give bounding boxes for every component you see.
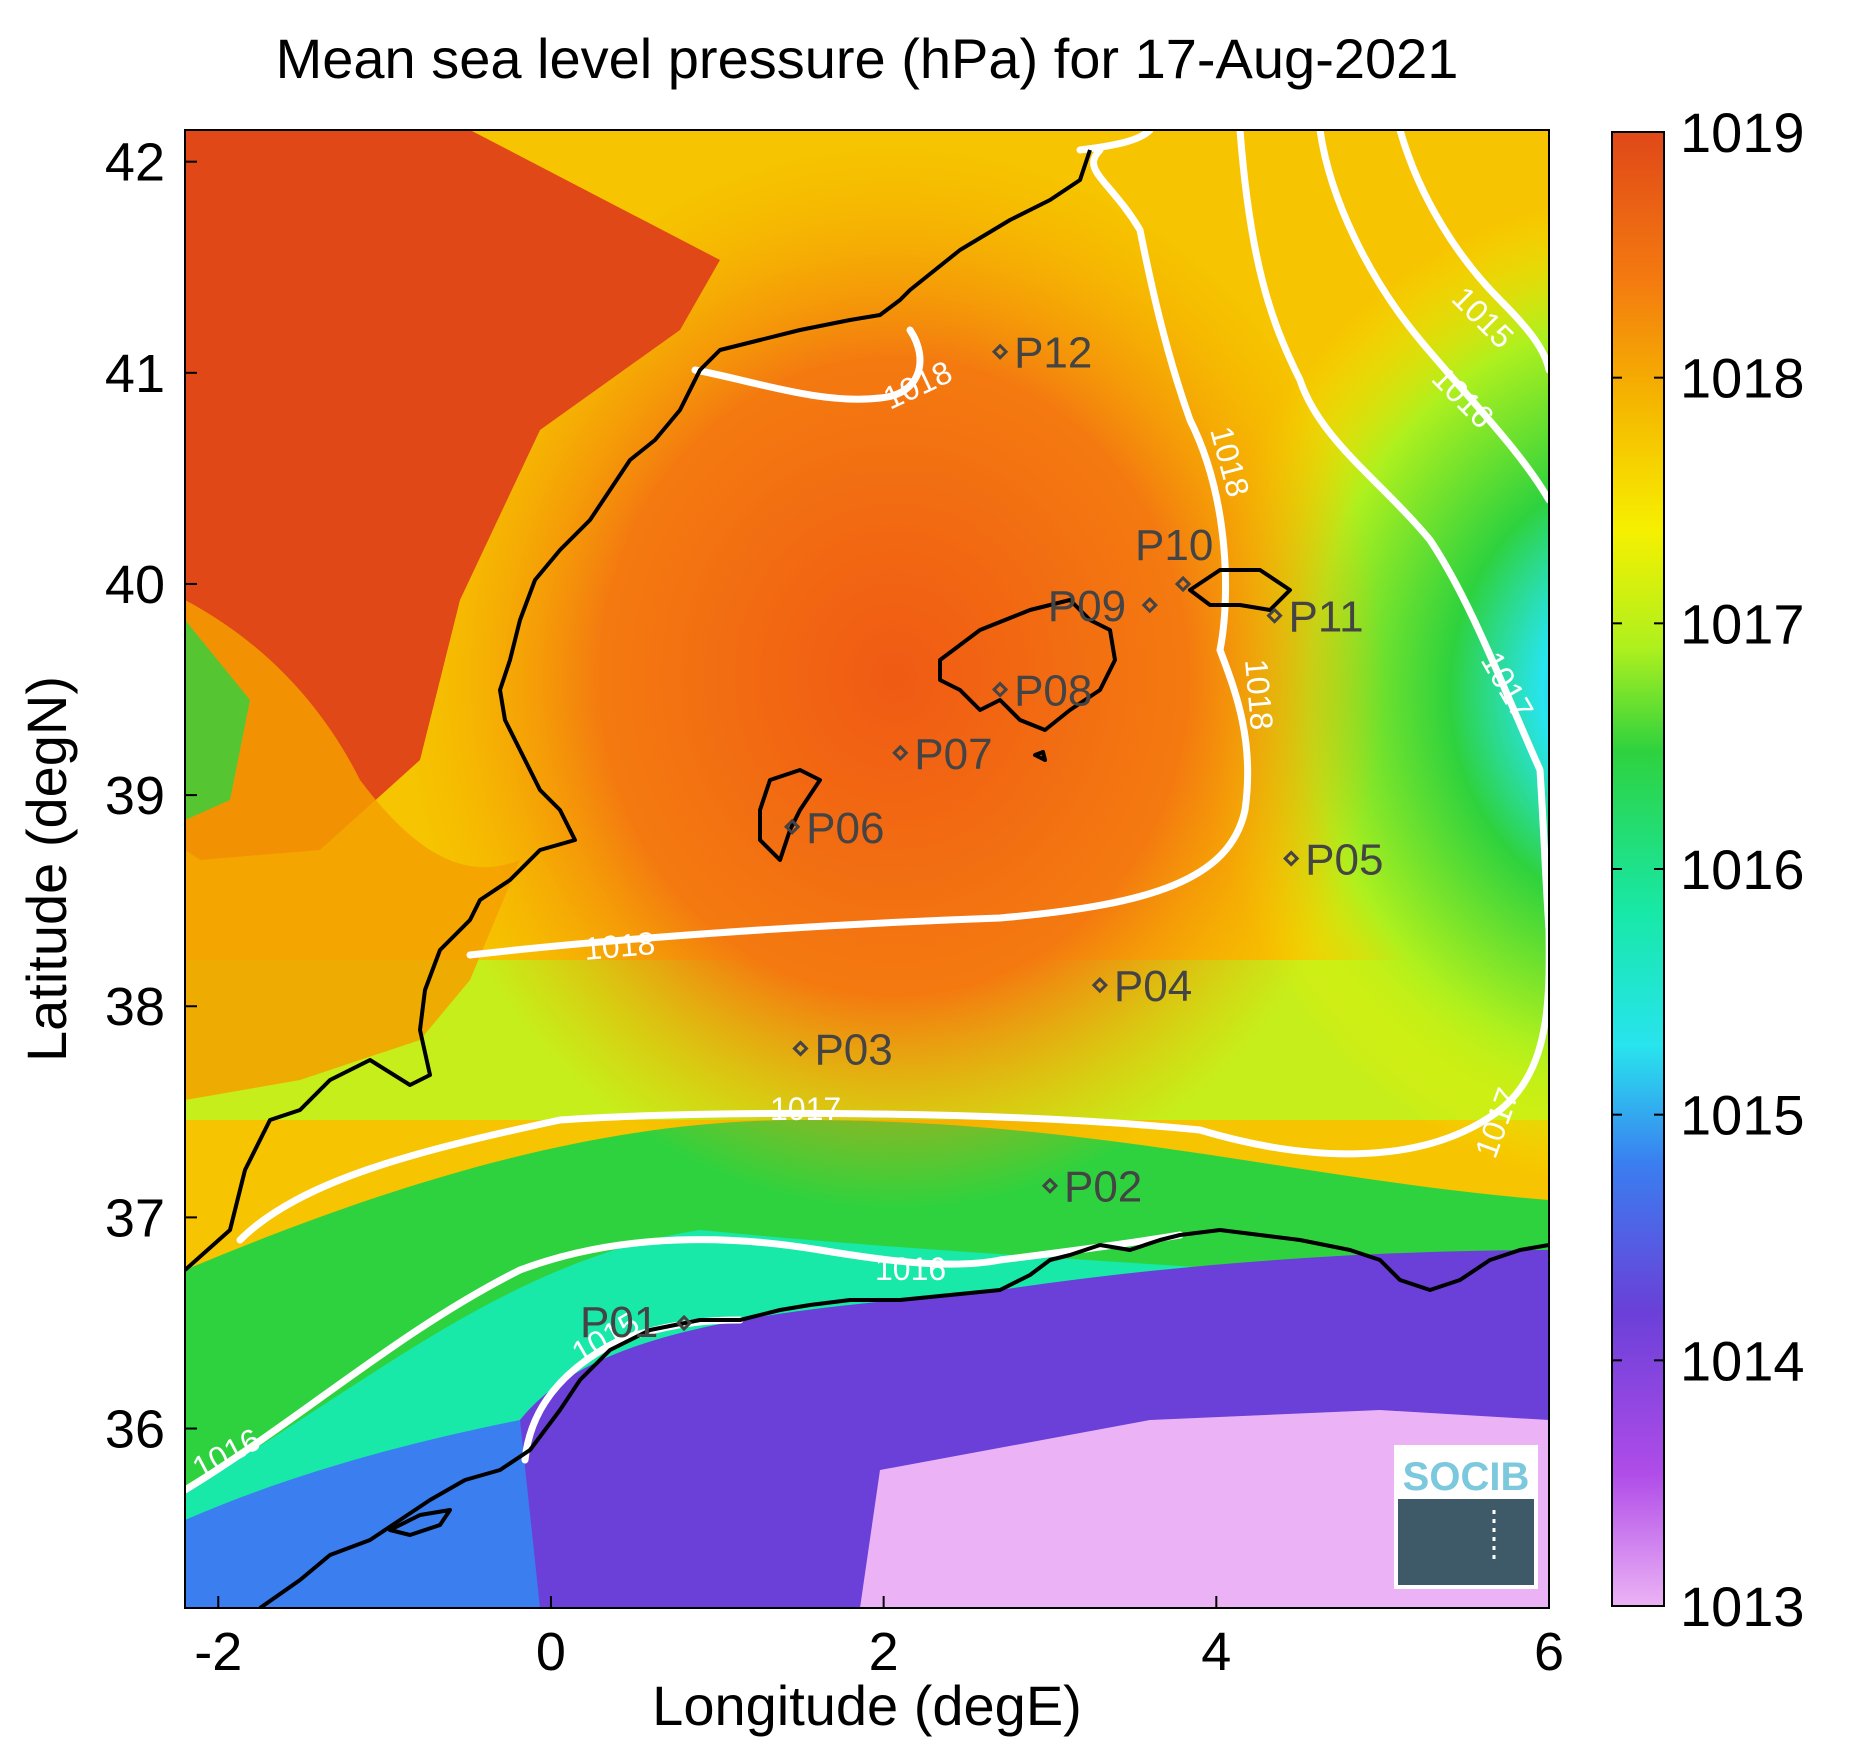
socib-logo-top [1398, 1449, 1534, 1499]
contour-1017-main [236, 130, 1549, 1244]
contour-1018-central [466, 146, 1252, 959]
station-marker-p06 [784, 818, 801, 835]
station-label-p06: P06 [806, 804, 884, 853]
station-label-p02: P02 [1064, 1163, 1142, 1212]
contour-1016-east [1316, 130, 1549, 504]
station-label-p03: P03 [814, 1025, 892, 1074]
station-label-p11: P11 [1289, 593, 1364, 642]
contour-label-1017-south: 1017 [770, 1091, 841, 1127]
y-tick-label: 40 [105, 555, 165, 615]
station-marker-p10 [1174, 575, 1192, 593]
island-mallorca [938, 598, 1117, 732]
y-tick-label: 37 [105, 1188, 165, 1248]
y-tick-label: 42 [105, 133, 165, 193]
x-tick-label: 4 [1201, 1622, 1231, 1682]
field-land-iberia-green [185, 620, 250, 820]
station-label-p07: P07 [914, 730, 992, 779]
socib-logo-text: SOCIB [1403, 1455, 1530, 1499]
x-axis-ticks: -2 0 2 4 6 [194, 1596, 1564, 1682]
island-alboran [388, 1508, 452, 1537]
y-tick-label: 39 [105, 766, 165, 826]
station-marker-p03 [792, 1040, 809, 1057]
colorbar-tick-label: 1014 [1680, 1329, 1805, 1392]
colorbar-tick-label: 1015 [1680, 1084, 1805, 1147]
colorbar-tick-label: 1013 [1680, 1575, 1805, 1638]
y-tick-label: 41 [105, 344, 165, 404]
colorbar-tick-label: 1018 [1680, 347, 1805, 410]
station-marker-p08 [991, 681, 1009, 698]
colorbar-tick-label: 1019 [1680, 101, 1805, 164]
contour-ne-corner [1076, 130, 1154, 154]
station-marker-p07 [892, 744, 909, 761]
colorbar-ticks: 1013 1014 1015 1016 1017 1018 1019 [1612, 101, 1805, 1638]
contour-1015-east [1396, 130, 1549, 374]
station-marker-p09 [1141, 596, 1158, 614]
station-label-p09: P09 [1048, 582, 1126, 631]
station-label-p01: P01 [580, 1298, 658, 1347]
field-land-iberia [185, 130, 720, 860]
contour-1018-north [691, 326, 924, 403]
coastline-africa [258, 1228, 1549, 1608]
station-marker-p12 [991, 343, 1009, 360]
x-axis-label: Longitude (degE) [652, 1674, 1082, 1737]
y-tick-label: 38 [105, 977, 165, 1037]
plot-frame [184, 129, 1550, 1609]
island-cabrera [1033, 750, 1047, 762]
contour-label-1018-e: 1018 [1238, 657, 1280, 731]
contour-label-1018-south: 1018 [582, 925, 656, 967]
y-axis-ticks: 36 37 38 39 40 41 42 [105, 133, 197, 1460]
station-label-p10: P10 [1135, 521, 1213, 570]
colorbar-tick-label: 1017 [1680, 592, 1805, 655]
x-tick-label: 0 [536, 1622, 566, 1682]
x-tick-label: 2 [869, 1622, 899, 1682]
station-label-p12: P12 [1014, 329, 1092, 378]
station-label-p04: P04 [1114, 962, 1192, 1011]
y-tick-label: 36 [105, 1400, 165, 1460]
station-marker-p02 [1041, 1177, 1059, 1194]
station-marker-p01 [675, 1314, 693, 1332]
station-label-p05: P05 [1305, 835, 1383, 884]
socib-logo: SOCIB [1394, 1445, 1538, 1589]
station-marker-p05 [1283, 850, 1300, 867]
y-axis-label: Latitude (degN) [15, 676, 78, 1062]
plot-area: 1015 1015 1016 1016 1016 1017 1017 1017 … [185, 130, 1549, 1608]
island-menorca [1188, 568, 1292, 612]
station-marker-p11 [1266, 607, 1283, 624]
map-title: Mean sea level pressure (hPa) for 17-Aug… [276, 27, 1459, 90]
contour-label-1016-mid: 1016 [875, 1251, 946, 1287]
coastline-iberia [185, 149, 1092, 1272]
field-land-iberia-west [185, 600, 520, 1100]
x-tick-label: 6 [1534, 1622, 1564, 1682]
contour-1016-south [185, 1231, 1184, 1494]
station-label-p08: P08 [1014, 667, 1092, 716]
x-tick-label: -2 [194, 1622, 242, 1682]
colorbar-tick-label: 1016 [1680, 838, 1805, 901]
station-marker-p04 [1091, 977, 1109, 994]
